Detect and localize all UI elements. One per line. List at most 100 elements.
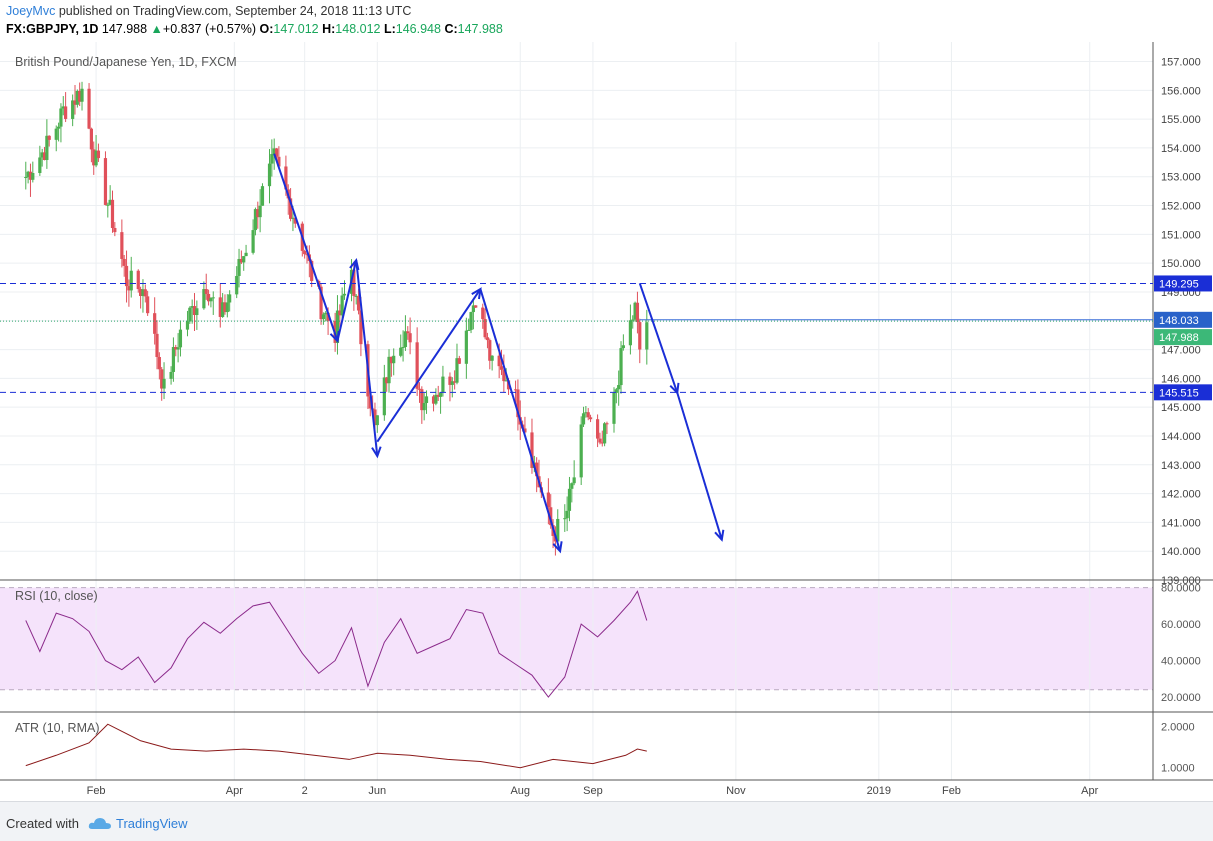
candle-body [92,149,96,166]
publish-info: JoeyMvc published on TradingView.com, Se… [6,4,411,18]
candle-body [434,394,438,404]
open-label: O: [259,22,274,36]
y-tick-label: 152.000 [1161,201,1201,213]
candle-body [188,307,192,322]
y-tick-label: 156.000 [1161,85,1201,97]
candle-body [239,258,243,263]
candle-body [385,377,389,384]
candle-body [267,163,272,187]
candle-body [645,322,649,350]
main-pane [0,42,1153,580]
candle-body [523,428,527,433]
candle-body [401,347,405,349]
arrow-line [336,260,358,342]
candle-body [422,403,426,411]
arrow-line [376,288,482,443]
candle-body [89,128,93,150]
main-chart-title: British Pound/Japanese Yen, 1D, FXCM [15,55,237,69]
candle-body [80,88,84,102]
candle-body [153,313,157,334]
y-tick-label: 141.000 [1161,517,1201,529]
y-tick-label: 142.000 [1161,489,1201,501]
candle-body [223,302,227,313]
candle-body [603,423,607,444]
candle-body [96,150,101,159]
candle-body [504,380,508,382]
candle-body [204,289,208,294]
arrow-line [355,260,379,457]
candle-body [450,381,454,385]
x-tick-label: Jun [368,785,386,797]
symbol-label: FX:GBPJPY, 1D [6,22,99,36]
x-tick-label: Apr [1081,785,1098,797]
atr-tick-label: 1.0000 [1161,763,1195,775]
candle-body [572,477,576,484]
low-label: L: [383,22,396,36]
candle-body [319,286,323,320]
candle-body [516,389,520,418]
candle-body [638,322,642,350]
candle-body [471,305,475,313]
candle-body [438,392,443,397]
candle-body [490,355,494,361]
candle-body [26,171,30,177]
candle-body [225,302,229,313]
candle-body [474,305,478,308]
candle-body [56,126,61,129]
y-tick-label: 143.000 [1161,460,1201,472]
rsi-tick-label: 20.0000 [1161,692,1201,704]
candle-body [431,396,436,404]
candle-body [373,409,377,426]
price-change: +0.837 (+0.57%) [162,22,257,36]
candle-body [605,423,609,425]
candle-body [251,230,255,253]
candle-body [617,385,621,390]
candle-body [71,100,75,119]
candle-body [284,166,288,190]
rsi-tick-label: 40.0000 [1161,656,1201,668]
candle-body [38,157,42,174]
arrow-line [273,153,339,342]
candle-body [127,286,131,291]
x-tick-label: Aug [510,785,530,797]
candle-body [586,412,590,418]
candle-body [174,347,178,350]
candle-body [326,312,330,321]
candle-body [453,381,457,383]
candle-body [110,199,115,229]
candle-body [375,415,379,426]
candle-body [221,302,225,317]
candle-body [143,289,147,297]
candle-body [303,250,307,255]
candle-body [253,209,258,231]
x-tick-label: Apr [226,785,243,797]
x-tick-label: Feb [87,785,106,797]
annotation-arrows [273,153,725,554]
candle-body [621,345,625,349]
tradingview-cloud-icon [88,818,111,829]
candle-body [242,256,246,263]
up-arrow-icon: ▲ [150,22,163,36]
candle-body [305,254,309,256]
candle-body [335,310,340,343]
candle-body [136,270,140,290]
candle-body [338,310,342,316]
candle-body [209,298,213,302]
candle-body [420,389,424,411]
high-label: H: [322,22,336,36]
candle-body [124,265,129,287]
x-tick-label: Feb [942,785,961,797]
candle-body [122,258,126,266]
published-text: published on TradingView.com, September … [58,4,412,18]
price-label-bg [1154,311,1212,328]
arrow-line [479,288,562,552]
candle-body [162,378,166,389]
chart-area[interactable]: Feb Apr 2 Jun Aug Sep Nov 2019 Feb Apr 157.000 156.… [0,42,1213,800]
tradingview-brand-link[interactable]: TradingView [116,816,188,831]
candle-body [293,217,297,224]
rsi-title: RSI (10, close) [15,589,98,603]
candle-body [171,347,176,372]
candle-body [513,389,518,391]
author-link[interactable]: JoeyMvc [6,4,56,18]
candle-body [570,483,574,489]
